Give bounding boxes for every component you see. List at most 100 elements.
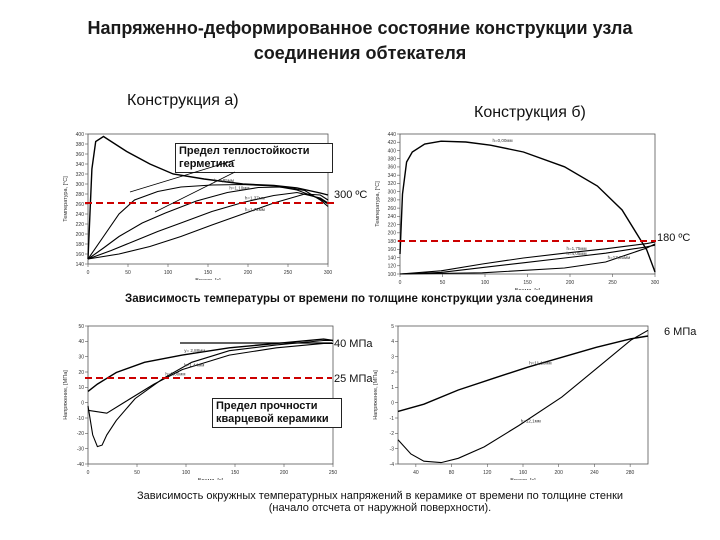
- x-tick-label: 50: [440, 280, 446, 286]
- y-tick-label: -40: [77, 462, 84, 468]
- x-axis-label: Время, [с]: [198, 478, 224, 480]
- y-tick-label: 50: [78, 324, 84, 330]
- y-tick-label: 360: [388, 165, 397, 171]
- x-tick-label: 200: [244, 270, 253, 276]
- x-tick-label: 50: [125, 270, 131, 276]
- y-tick-label: 160: [388, 247, 397, 253]
- series-line: [399, 244, 656, 275]
- y-tick-label: 4: [391, 339, 394, 345]
- series-label: h=0,00мм: [165, 371, 185, 376]
- series-label: h=11,10мм: [529, 360, 551, 365]
- y-tick-label: 220: [76, 222, 85, 228]
- y-tick-label: 300: [76, 182, 85, 188]
- y-tick-label: 5: [391, 324, 394, 330]
- y-tick-label: 320: [388, 181, 397, 187]
- y-tick-label: 320: [76, 172, 85, 178]
- x-tick-label: 100: [164, 270, 173, 276]
- y-tick-label: 200: [388, 231, 397, 237]
- y-tick-label: 380: [388, 157, 397, 163]
- y-tick-label: 260: [388, 206, 397, 212]
- y-tick-label: 160: [76, 252, 85, 258]
- ceramic-limit-annotation: Предел прочности кварцевой керамики: [212, 398, 342, 428]
- series-line: [87, 338, 334, 392]
- series-label: h=4,05мм: [567, 251, 587, 256]
- temp-300-label: 300 ºС: [334, 189, 368, 201]
- y-axis-label: Температура, [°С]: [375, 181, 381, 227]
- series-label: h=1,72мм: [245, 207, 265, 212]
- y-tick-label: -30: [77, 446, 84, 452]
- x-tick-label: 100: [182, 470, 191, 476]
- stress-chart-b: 40 80 120 160 200 240 280 -4 -3 -2 -1 0 1 2 3 4 5 Время, …: [373, 324, 649, 480]
- x-tick-label: 300: [324, 270, 333, 276]
- construction-b-label: Конструкция б): [474, 104, 586, 121]
- plot-frame: [397, 325, 649, 465]
- x-tick-label: 0: [87, 270, 90, 276]
- stress-caption: Зависимость окружных температурных напря…: [60, 490, 700, 514]
- y-tick-label: -3: [390, 446, 395, 452]
- series-label: h=1,75мм: [567, 246, 587, 251]
- series-line: [87, 339, 333, 448]
- temperature-caption: Зависимость температуры от времени по то…: [125, 293, 594, 305]
- x-tick-label: 250: [608, 280, 617, 286]
- x-tick-label: 120: [483, 470, 492, 476]
- x-tick-label: 40: [413, 470, 419, 476]
- series-label: h=1,44мм: [184, 363, 204, 368]
- y-tick-label: 30: [78, 354, 84, 360]
- x-axis-label: Время, [с]: [515, 288, 541, 290]
- y-tick-label: 40: [78, 339, 84, 345]
- y-tick-label: -4: [390, 462, 395, 468]
- y-tick-label: 340: [76, 162, 85, 168]
- series-line: [397, 329, 649, 464]
- y-axis-label: Температура, [°С]: [63, 176, 69, 222]
- y-tick-label: 20: [78, 370, 84, 376]
- x-tick-label: 0: [87, 470, 90, 476]
- y-tick-label: 420: [388, 140, 397, 146]
- series-line: [399, 243, 656, 275]
- plot-frame: [87, 325, 334, 465]
- y-tick-label: 400: [388, 148, 397, 154]
- stress-caption-line-1: Зависимость окружных температурных напря…: [136, 490, 624, 502]
- series-label: h=0,85мм: [214, 178, 234, 183]
- temperature-chart-b: 0 50 100 150 200 250 300 100 120 140 160 180 200 220 2…: [375, 132, 660, 290]
- series-line: [397, 335, 649, 413]
- y-tick-label: 360: [76, 152, 85, 158]
- y-tick-label: 440: [388, 132, 397, 138]
- x-tick-label: 100: [481, 280, 490, 286]
- stress-chart-a: 0 50 100 150 200 250 -40 -30 -20 -10 0 10 20 30 40 50 Вр…: [63, 324, 337, 480]
- y-tick-label: 220: [388, 222, 397, 228]
- y-tick-label: 1: [391, 385, 394, 391]
- x-tick-label: 240: [590, 470, 599, 476]
- y-tick-label: 380: [76, 142, 85, 148]
- x-tick-label: 200: [555, 470, 564, 476]
- series-label: h=17,85мм: [608, 255, 631, 260]
- y-tick-label: 280: [388, 198, 397, 204]
- y-tick-label: 200: [76, 232, 85, 238]
- series-label: h=1,10мм: [229, 186, 249, 191]
- series-line: [399, 241, 656, 275]
- series-label: h=1,37мм: [245, 196, 265, 201]
- x-tick-label: 0: [399, 280, 402, 286]
- y-tick-label: 120: [388, 264, 397, 270]
- x-tick-label: 200: [280, 470, 289, 476]
- plot-frame: [399, 133, 656, 275]
- x-axis-label: Время, [с]: [510, 478, 536, 480]
- y-tick-label: 400: [76, 132, 85, 138]
- x-tick-label: 150: [231, 470, 240, 476]
- y-tick-label: 300: [388, 189, 397, 195]
- series-label: h=0,00мм: [492, 138, 512, 143]
- y-tick-label: 340: [388, 173, 397, 179]
- y-tick-label: -20: [77, 431, 84, 437]
- x-tick-label: 150: [523, 280, 532, 286]
- y-tick-label: -2: [390, 431, 395, 437]
- y-tick-label: 10: [78, 385, 84, 391]
- x-tick-label: 150: [204, 270, 213, 276]
- sealant-limit-annotation: Предел теплостойкости герметика: [175, 143, 333, 173]
- y-tick-label: 260: [76, 202, 85, 208]
- x-tick-label: 300: [651, 280, 660, 286]
- x-tick-label: 160: [519, 470, 528, 476]
- series-label: h=12,1мм: [521, 419, 541, 424]
- y-tick-label: 140: [76, 262, 85, 268]
- temp-180-label: 180 ºС: [657, 232, 691, 244]
- x-tick-label: 280: [626, 470, 635, 476]
- x-tick-label: 50: [134, 470, 140, 476]
